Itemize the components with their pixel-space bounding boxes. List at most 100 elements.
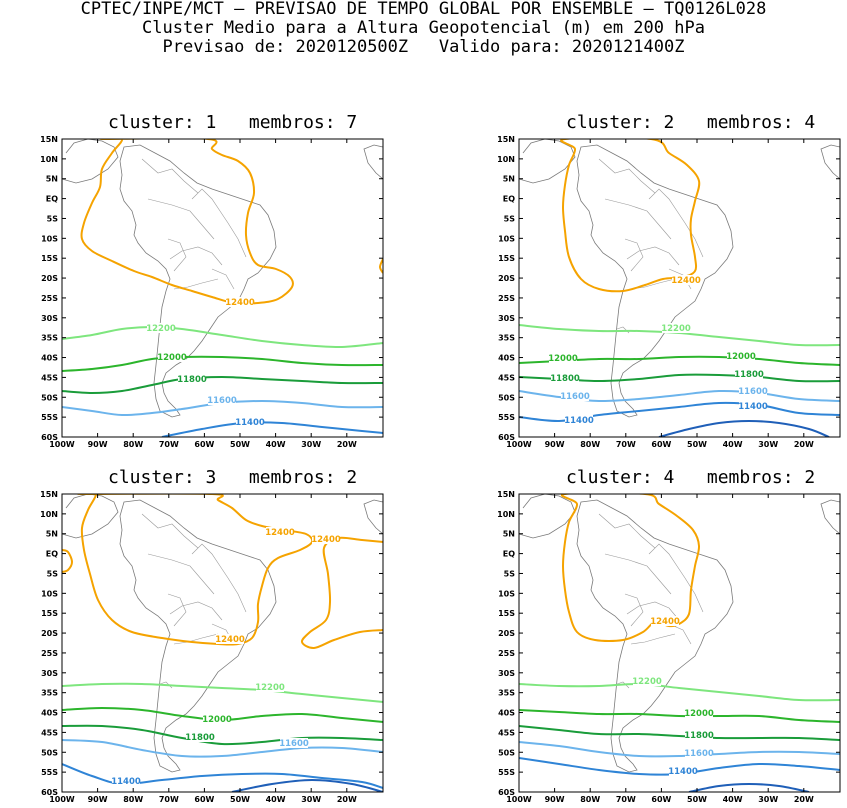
lat-label: 30S [498, 669, 515, 678]
lon-label: 50W [687, 795, 707, 804]
lat-label: 20S [41, 274, 58, 283]
contour-label: 11600 [207, 396, 237, 406]
contour-11800 [62, 724, 383, 746]
contour-12200 [62, 325, 383, 349]
panel-2-title: cluster: 2 membros: 4 [566, 112, 816, 133]
lat-label: 10N [497, 155, 515, 164]
country-border [141, 158, 199, 194]
header-line-1: CPTEC/INPE/MCT — PREVISAO DE TEMPO GLOBA… [80, 0, 767, 19]
lat-label: 5S [47, 214, 59, 223]
lon-label: 40W [723, 795, 743, 804]
country-border [630, 633, 676, 645]
lon-label: 30W [758, 440, 778, 449]
central-america-coastline [62, 139, 119, 184]
lon-label: 100W [506, 795, 532, 804]
contour-label: 11400 [111, 777, 141, 787]
lat-label: 60S [498, 433, 515, 442]
lon-label: 40W [723, 440, 743, 449]
contour-label: 12400 [311, 535, 341, 545]
country-border [626, 601, 680, 621]
contour-label: 12000 [726, 352, 756, 362]
lat-label: 50S [498, 393, 515, 402]
lat-label: 40S [41, 709, 58, 718]
lon-label: 70W [616, 440, 636, 449]
contour-label: 11400 [668, 767, 698, 777]
contour-11200 [231, 778, 383, 792]
contour-12400 [378, 258, 383, 274]
lat-label: 30S [498, 314, 515, 323]
lat-label: 40S [41, 354, 58, 363]
country-border [604, 553, 672, 595]
map-frame [518, 493, 841, 793]
lat-label: 15N [40, 490, 58, 499]
contour-label: 12000 [202, 715, 232, 725]
contour-label: 12400 [265, 528, 295, 538]
lat-label: 15S [41, 254, 58, 263]
lon-label: 80W [580, 795, 600, 804]
country-border [648, 188, 704, 258]
lon-label: 80W [123, 795, 143, 804]
lat-label: 10S [41, 234, 58, 243]
contour-label: 11400 [564, 416, 594, 426]
map-frame [61, 493, 384, 793]
lon-label: 70W [159, 440, 179, 449]
lat-label: 10N [40, 510, 58, 519]
panel-4-title: cluster: 4 membros: 2 [566, 467, 816, 488]
lat-label: 55S [41, 768, 58, 777]
lat-label: 35S [498, 689, 515, 698]
lat-label: 10N [40, 155, 58, 164]
lat-label: 55S [498, 768, 515, 777]
central-america-coastline [519, 139, 576, 184]
lat-label: 5N [46, 175, 58, 184]
header-line-3: Previsao de: 2020120500Z Valido para: 20… [162, 37, 685, 57]
lat-label: 5N [503, 175, 515, 184]
contour-label: 11600 [738, 387, 768, 397]
contour-label: 11800 [684, 731, 714, 741]
contour-12200 [519, 682, 840, 702]
contour-11200 [688, 782, 810, 792]
contour-11400 [62, 763, 383, 789]
lat-label: 40S [498, 354, 515, 363]
contour-11800 [519, 725, 840, 741]
lon-label: 50W [687, 440, 707, 449]
lon-label: 40W [266, 795, 286, 804]
lat-label: 10N [497, 510, 515, 519]
map-panel-2: 12400 12200 12000 12000 11800 11800 11600 11600… [497, 135, 841, 449]
contour-11600 [519, 741, 840, 758]
map-panel-4: 12400 12200 12000 11800 11600 11400 15N 10N 5N EQ… [497, 490, 841, 804]
contour-12400 [62, 549, 74, 573]
lon-label: 50W [230, 795, 250, 804]
contour-label: 12400 [215, 635, 245, 645]
contour-label: 12200 [255, 683, 285, 693]
lat-label: 20S [41, 629, 58, 638]
africa-coastline [363, 499, 383, 535]
header-line-2: Cluster Medio para a Altura Geopotencial… [142, 18, 705, 38]
lat-label: 45S [498, 728, 515, 737]
lon-label: 60W [651, 795, 671, 804]
contour-label: 11400 [235, 418, 265, 428]
lon-label: 90W [545, 440, 565, 449]
lon-label: 20W [794, 440, 814, 449]
lon-label: 90W [88, 795, 108, 804]
contour-11400 [161, 421, 383, 437]
contour-label: 12200 [146, 324, 176, 334]
map-frame [518, 138, 841, 438]
contour-label: 12200 [632, 677, 662, 687]
contour-12200 [62, 682, 383, 703]
country-border [167, 238, 187, 272]
africa-coastline [820, 499, 840, 535]
contour-label: 11800 [185, 733, 215, 743]
contour-12000 [519, 709, 840, 723]
lat-label: 60S [41, 433, 58, 442]
lon-label: 100W [49, 440, 75, 449]
lon-label: 30W [301, 795, 321, 804]
lon-label: 80W [580, 440, 600, 449]
country-border [167, 593, 187, 627]
lat-label: 5S [504, 214, 516, 223]
country-border [147, 198, 215, 240]
contour-label: 11400 [738, 402, 768, 412]
country-border [191, 188, 247, 258]
map-panel-1: 12400 12200 12000 11800 11600 11400 15N 10N 5N EQ… [40, 135, 384, 449]
south-america-coastline [576, 499, 734, 773]
lat-label: 20S [498, 274, 515, 283]
